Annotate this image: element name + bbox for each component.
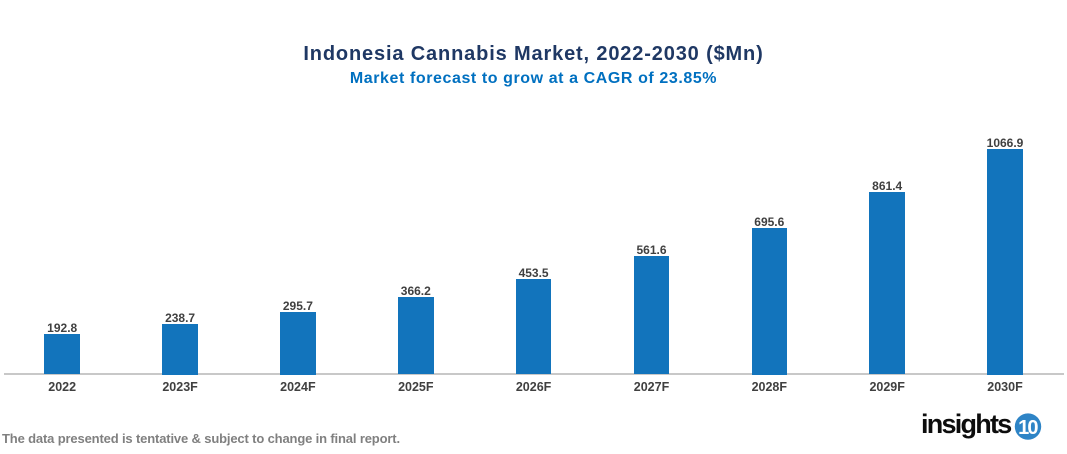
svg-text:10: 10 (1018, 417, 1038, 439)
svg-text:insights: insights (921, 409, 1011, 439)
